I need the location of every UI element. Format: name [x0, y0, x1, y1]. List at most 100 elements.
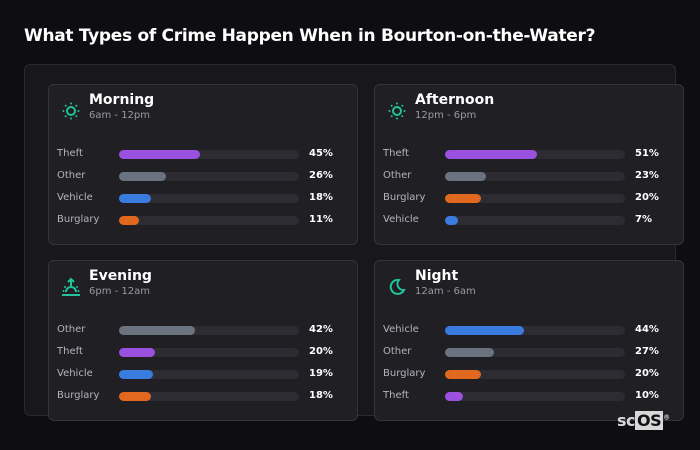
bar-track [119, 194, 299, 203]
bar-value: 26% [309, 170, 333, 181]
bar-fill [445, 348, 494, 357]
bar-track [445, 370, 625, 379]
bar-track [445, 348, 625, 357]
bar-fill [119, 216, 139, 225]
bar-label: Burglary [383, 192, 426, 203]
bar-row: Vehicle 44% [383, 323, 673, 337]
bar-fill [119, 326, 195, 335]
card-time-range: 12pm - 6pm [415, 110, 477, 121]
bar-label: Theft [383, 148, 409, 159]
bar-track [119, 392, 299, 401]
bar-track [119, 370, 299, 379]
bar-track [445, 216, 625, 225]
bar-fill [119, 370, 154, 379]
bar-row: Other 42% [57, 323, 347, 337]
bar-value: 23% [635, 170, 659, 181]
card-title: Morning [89, 92, 155, 108]
bar-fill [445, 326, 525, 335]
bar-value: 20% [635, 192, 659, 203]
bar-label: Other [383, 170, 412, 181]
bar-value: 10% [635, 390, 659, 401]
card-evening: Evening 6pm - 12am Other 42% Theft 20% V… [48, 260, 358, 421]
bar-row: Burglary 20% [383, 191, 673, 205]
bar-row: Theft 10% [383, 389, 673, 403]
bar-fill [119, 194, 152, 203]
bar-label: Vehicle [383, 214, 419, 225]
bar-label: Theft [57, 148, 83, 159]
bar-row: Burglary 20% [383, 367, 673, 381]
bar-row: Theft 45% [57, 147, 347, 161]
bar-label: Burglary [57, 390, 100, 401]
card-morning: Morning 6am - 12pm Theft 45% Other 26% V… [48, 84, 358, 245]
bar-track [445, 172, 625, 181]
bar-value: 19% [309, 368, 333, 379]
bar-row: Vehicle 19% [57, 367, 347, 381]
moon-icon [387, 277, 407, 297]
bar-track [445, 194, 625, 203]
bar-value: 18% [309, 192, 333, 203]
bar-label: Vehicle [383, 324, 419, 335]
scos-logo: sc OS ® [617, 411, 670, 430]
bar-label: Other [383, 346, 412, 357]
bar-value: 11% [309, 214, 333, 225]
bar-label: Other [57, 324, 86, 335]
bar-row: Burglary 11% [57, 213, 347, 227]
card-time-range: 12am - 6am [415, 286, 476, 297]
sun-icon [61, 101, 81, 121]
bar-fill [119, 348, 155, 357]
bar-track [119, 326, 299, 335]
bar-row: Theft 20% [57, 345, 347, 359]
sunset-icon [61, 277, 81, 297]
bar-value: 51% [635, 148, 659, 159]
bar-label: Vehicle [57, 192, 93, 203]
bar-label: Burglary [383, 368, 426, 379]
bar-row: Theft 51% [383, 147, 673, 161]
bar-value: 20% [309, 346, 333, 357]
card-title: Evening [89, 268, 152, 284]
bar-track [119, 216, 299, 225]
bar-row: Vehicle 18% [57, 191, 347, 205]
bar-value: 7% [635, 214, 652, 225]
bar-track [119, 348, 299, 357]
bar-track [445, 150, 625, 159]
card-night: Night 12am - 6am Vehicle 44% Other 27% B… [374, 260, 684, 421]
bar-fill [445, 194, 481, 203]
logo-text-a: sc [617, 411, 636, 430]
logo-registered-mark: ® [663, 413, 670, 422]
bar-track [445, 326, 625, 335]
card-title: Afternoon [415, 92, 495, 108]
bar-fill [445, 216, 458, 225]
bar-row: Other 23% [383, 169, 673, 183]
bar-value: 42% [309, 324, 333, 335]
bar-fill [445, 172, 487, 181]
bar-track [119, 150, 299, 159]
card-title: Night [415, 268, 459, 284]
bar-label: Vehicle [57, 368, 93, 379]
bar-track [445, 392, 625, 401]
bar-fill [445, 370, 481, 379]
sun-icon [387, 101, 407, 121]
card-time-range: 6am - 12pm [89, 110, 151, 121]
card-afternoon: Afternoon 12pm - 6pm Theft 51% Other 23%… [374, 84, 684, 245]
bar-fill [445, 392, 463, 401]
bar-label: Burglary [57, 214, 100, 225]
bar-row: Other 26% [57, 169, 347, 183]
card-time-range: 6pm - 12am [89, 286, 151, 297]
bar-fill [445, 150, 537, 159]
bar-row: Burglary 18% [57, 389, 347, 403]
bar-value: 18% [309, 390, 333, 401]
bar-value: 44% [635, 324, 659, 335]
bar-fill [119, 392, 152, 401]
bar-label: Theft [383, 390, 409, 401]
bar-row: Vehicle 7% [383, 213, 673, 227]
page-title: What Types of Crime Happen When in Bourt… [24, 26, 596, 46]
bar-track [119, 172, 299, 181]
bar-label: Theft [57, 346, 83, 357]
bar-value: 20% [635, 368, 659, 379]
bar-value: 27% [635, 346, 659, 357]
bar-label: Other [57, 170, 86, 181]
logo-text-b: OS [635, 411, 664, 430]
bar-row: Other 27% [383, 345, 673, 359]
bar-fill [119, 172, 166, 181]
bar-fill [119, 150, 200, 159]
